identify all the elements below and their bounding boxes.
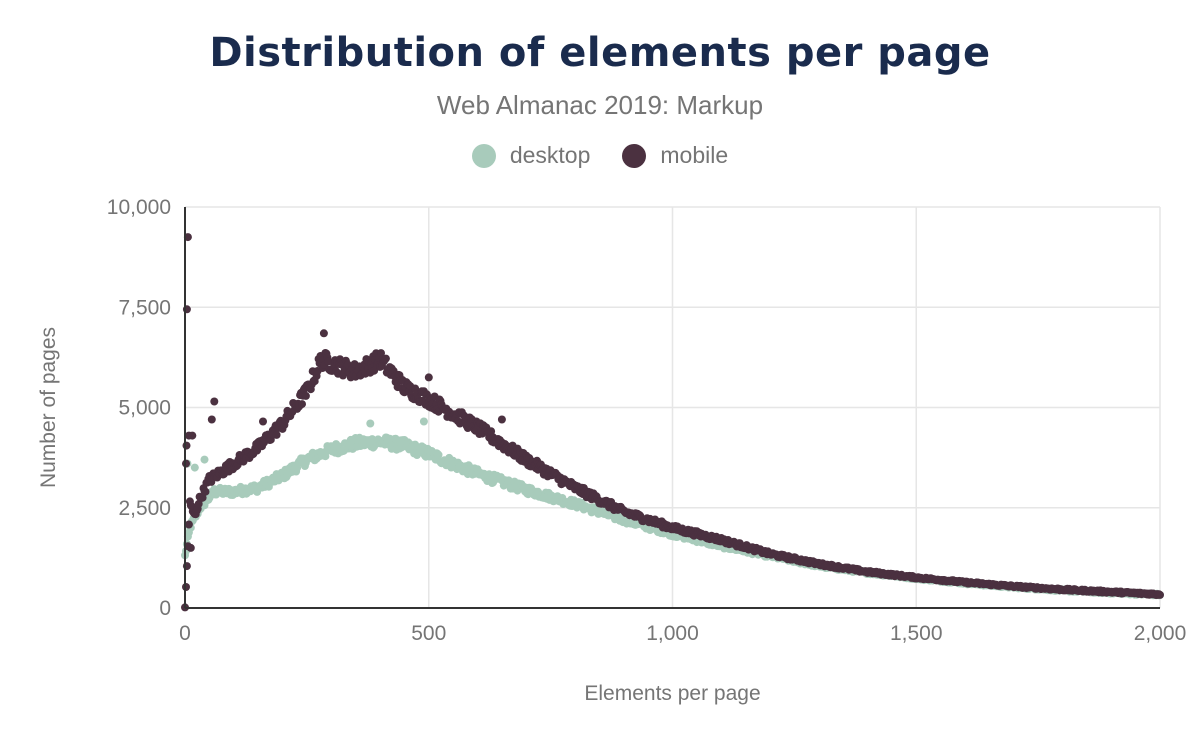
- data-point-desktop: [190, 463, 199, 472]
- data-point-mobile: [301, 391, 310, 400]
- axes: 0 2,500 5,000 7,500 10,000 0 500 1,000 1,500 2,00…: [107, 196, 1187, 645]
- data-point-mobile: [184, 520, 193, 529]
- data-point-mobile: [182, 441, 191, 450]
- y-tick-label: 10,000: [107, 196, 171, 219]
- legend-marker-mobile: [622, 143, 647, 168]
- y-tick-label: 2,500: [118, 497, 171, 520]
- legend-label-mobile: mobile: [660, 142, 729, 168]
- legend-marker-desktop: [471, 143, 496, 168]
- series-mobile: [181, 233, 1164, 612]
- chart-legend: desktop mobile: [0, 142, 1200, 169]
- data-point-mobile: [272, 430, 281, 439]
- data-point-mobile: [319, 329, 328, 338]
- x-tick-label: 2,000: [1134, 622, 1187, 645]
- y-axis-title: Number of pages: [37, 327, 60, 488]
- data-point-mobile: [198, 493, 207, 502]
- legend-label-desktop: desktop: [509, 142, 591, 168]
- data-point-mobile: [188, 431, 197, 440]
- data-point-mobile: [487, 427, 496, 436]
- data-point-mobile: [186, 543, 195, 552]
- data-point-desktop: [419, 417, 428, 426]
- data-point-mobile: [210, 397, 219, 406]
- y-tick-label: 5,000: [118, 397, 171, 420]
- x-axis-title: Elements per page: [584, 682, 760, 705]
- data-point-desktop: [434, 450, 443, 459]
- data-point-desktop: [366, 419, 375, 428]
- x-tick-label: 0: [179, 622, 191, 645]
- legend-item-desktop[interactable]: desktop: [471, 142, 591, 169]
- data-point-mobile: [1156, 590, 1164, 599]
- x-tick-label: 500: [411, 622, 446, 645]
- data-point-mobile: [424, 373, 433, 382]
- legend-item-mobile[interactable]: mobile: [622, 142, 728, 169]
- data-point-mobile: [201, 487, 210, 496]
- y-tick-label: 7,500: [118, 296, 171, 319]
- data-point-mobile: [497, 415, 506, 424]
- data-point-mobile: [259, 417, 267, 426]
- x-tick-label: 1,500: [890, 622, 943, 645]
- x-tick-label: 1,000: [646, 622, 699, 645]
- chart-subtitle: Web Almanac 2019: Markup: [436, 90, 764, 120]
- series-layer: [181, 233, 1164, 612]
- data-point-mobile: [298, 400, 306, 409]
- data-point-mobile: [207, 415, 216, 424]
- data-point-desktop: [200, 455, 209, 464]
- y-tick-label: 0: [159, 597, 171, 620]
- data-point-mobile: [194, 499, 203, 508]
- chart-title: Distribution of elements per page: [209, 30, 991, 76]
- data-point-mobile: [381, 354, 390, 363]
- data-point-mobile: [324, 357, 333, 366]
- grid-lines: [185, 206, 1161, 609]
